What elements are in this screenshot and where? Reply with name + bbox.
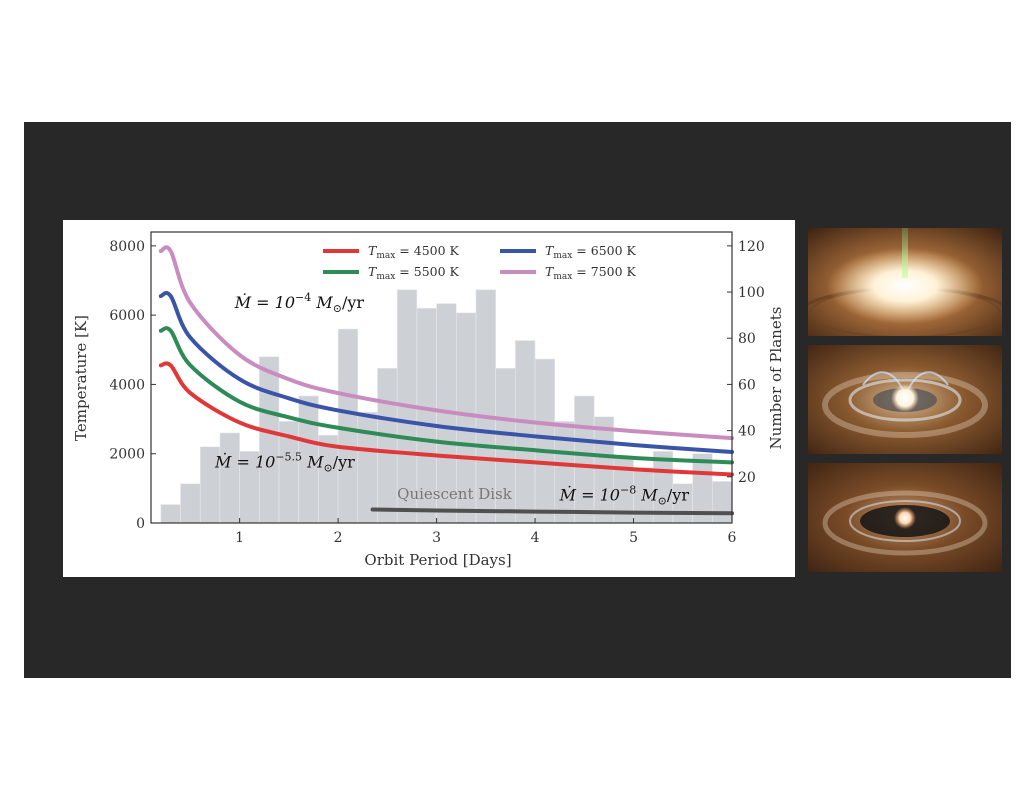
- legend-label: Tmax = 5500 K: [368, 264, 460, 282]
- series-line-0: [158, 361, 734, 477]
- quiescent-disk-icon: [808, 463, 1002, 572]
- histogram-bar: [712, 481, 733, 524]
- series-line-2: [158, 291, 734, 454]
- y2-tick-label: 60: [738, 377, 756, 393]
- disk-magnetosphere-image: [808, 345, 1002, 454]
- x-tick-label: 5: [629, 530, 638, 546]
- y-axis-label: Temperature [K]: [72, 315, 90, 441]
- histogram-bar: [219, 432, 240, 524]
- chart-panel: 1 2 3 4 5 6 0 2000 4000 6000 8000 20 40 60 80 100 120 Te…: [63, 220, 795, 577]
- histogram-bar: [534, 358, 556, 524]
- x-tick-label: 6: [728, 530, 737, 546]
- x-tick-label: 3: [432, 530, 441, 546]
- accretion-disk-jet-icon: [808, 228, 1002, 336]
- legend-label: Tmax = 6500 K: [545, 243, 637, 261]
- legend: Tmax = 4500 K Tmax = 5500 K Tmax = 6500 K T…: [323, 243, 637, 282]
- plot-frame: [150, 231, 733, 524]
- y-tick-label: 4000: [109, 377, 145, 393]
- series-line-3: [158, 245, 734, 441]
- x-tick-label: 2: [334, 530, 343, 546]
- y2-tick-label: 20: [738, 470, 756, 486]
- x-axis-label: Orbit Period [Days]: [364, 551, 511, 569]
- histogram-bar: [337, 328, 359, 524]
- annotations-layer: Ṁ = 10−4 M⊙/yr Ṁ = 10−5.5 M⊙/yr Ṁ = 10−8 M…: [214, 291, 689, 507]
- histogram-bar: [357, 411, 378, 524]
- y-tick-label: 6000: [109, 308, 145, 324]
- histogram-bar: [377, 367, 398, 524]
- series-line-4: [370, 507, 734, 516]
- y2-axis-label: Number of Planets: [767, 307, 785, 450]
- accretion-disk-jet-image: [808, 228, 1002, 336]
- histogram-layer: [160, 289, 733, 524]
- y2-tick-label: 80: [738, 331, 756, 347]
- axes-layer: [150, 231, 733, 524]
- y-tick-label: 0: [136, 516, 145, 532]
- y2-tick-label: 40: [738, 424, 756, 440]
- series-line-1: [158, 326, 734, 465]
- histogram-bar: [160, 504, 181, 524]
- histogram-bar: [180, 483, 201, 524]
- histogram-bar: [515, 340, 536, 524]
- mdot-annotation-mdot55: Ṁ = 10−5.5 M⊙/yr: [214, 451, 355, 475]
- y-tick-label: 8000: [109, 239, 145, 255]
- lines-layer: [158, 245, 734, 516]
- histogram-bar: [259, 356, 280, 524]
- histogram-bar: [593, 416, 615, 524]
- quiescent-disk-label: Quiescent Disk: [397, 485, 513, 503]
- legend-label: Tmax = 7500 K: [545, 264, 637, 282]
- mdot-annotation-mdot8: Ṁ = 10−8 M⊙/yr: [559, 483, 690, 507]
- quiescent-disk-image: [808, 463, 1002, 572]
- y2-tick-label: 120: [738, 239, 765, 255]
- y-tick-label: 2000: [109, 447, 145, 463]
- mdot-annotation-mdot4: Ṁ = 10−4 M⊙/yr: [234, 291, 365, 315]
- y2-tick-label: 100: [738, 285, 765, 301]
- disk-with-magnetosphere-icon: [808, 345, 1002, 454]
- x-tick-label: 1: [235, 530, 244, 546]
- x-tick-label: 4: [531, 530, 540, 546]
- legend-label: Tmax = 4500 K: [368, 243, 460, 261]
